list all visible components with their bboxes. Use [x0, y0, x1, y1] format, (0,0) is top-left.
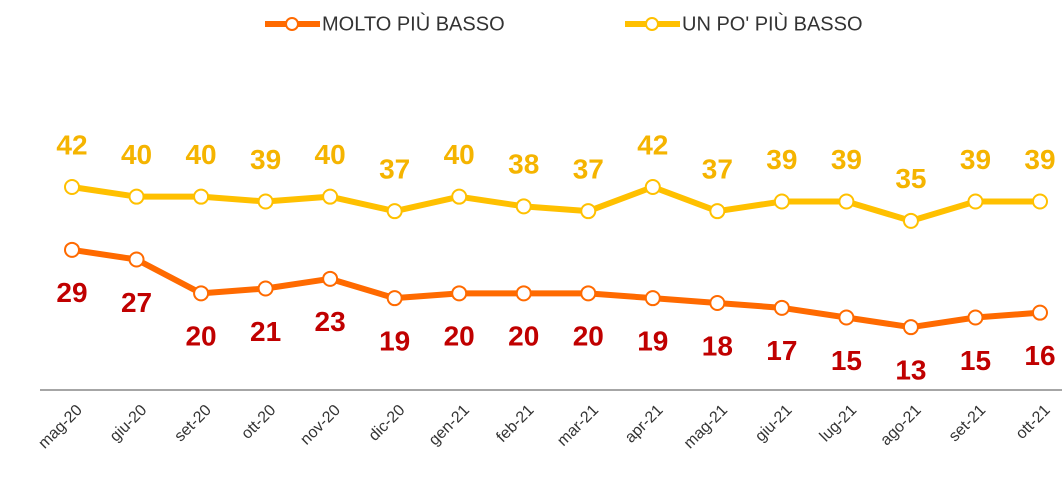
value-label: 42	[56, 129, 87, 160]
x-tick-label: ago-21	[877, 402, 924, 449]
marker	[257, 193, 274, 210]
marker	[1032, 304, 1048, 321]
x-tick-label: mag-20	[35, 402, 85, 452]
legend-marker	[645, 17, 659, 31]
marker	[644, 290, 661, 307]
value-label: 39	[250, 144, 281, 175]
marker	[967, 193, 984, 210]
value-label: 13	[895, 355, 926, 386]
marker	[644, 179, 661, 195]
value-label: 19	[379, 326, 410, 357]
x-tick-label: ott-20	[238, 402, 279, 443]
marker	[193, 188, 210, 205]
x-tick-label: lug-21	[817, 402, 861, 446]
value-label: 37	[702, 154, 733, 185]
value-label: 17	[766, 335, 797, 366]
x-tick-label: mag-21	[681, 402, 731, 452]
value-label: 37	[573, 154, 604, 185]
value-label: 20	[444, 321, 475, 352]
x-tick-label: gen-21	[426, 402, 473, 449]
marker	[967, 309, 984, 326]
marker	[386, 203, 403, 220]
value-label: 18	[702, 330, 733, 361]
marker	[1032, 193, 1048, 210]
value-label: 40	[185, 139, 216, 170]
value-label: 35	[895, 163, 926, 194]
x-tick-label: ott-21	[1013, 402, 1054, 443]
value-label: 19	[637, 326, 668, 357]
value-label: 40	[444, 139, 475, 170]
line	[71, 246, 1041, 331]
value-label: 21	[250, 316, 281, 347]
value-label: 39	[1024, 144, 1055, 175]
marker	[773, 193, 790, 210]
marker	[64, 241, 80, 258]
marker	[64, 179, 80, 195]
value-label: 39	[766, 144, 797, 175]
value-label: 20	[573, 321, 604, 352]
value-label: 20	[508, 321, 539, 352]
marker	[515, 285, 532, 302]
legend-label: UN PO' PIÙ BASSO	[682, 12, 863, 35]
marker	[580, 285, 597, 302]
line	[71, 184, 1040, 224]
x-tick-label: nov-20	[297, 402, 344, 449]
value-label: 37	[379, 154, 410, 185]
marker	[386, 290, 403, 307]
marker	[322, 188, 339, 205]
x-tick-label: giu-21	[752, 402, 796, 446]
value-label: 39	[831, 144, 862, 175]
marker	[902, 212, 919, 229]
marker	[902, 319, 919, 336]
x-tick-label: feb-21	[493, 402, 537, 446]
marker	[451, 188, 468, 205]
marker	[257, 280, 274, 297]
value-label: 16	[1024, 340, 1055, 371]
marker	[128, 251, 145, 268]
x-tick-label: apr-21	[622, 402, 667, 447]
value-label: 15	[960, 345, 991, 376]
marker	[580, 203, 597, 220]
x-tick-label: giu-20	[107, 402, 151, 446]
marker	[322, 270, 339, 287]
marker	[838, 193, 855, 210]
marker	[128, 188, 145, 205]
x-tick-label: set-21	[946, 402, 990, 446]
marker	[515, 198, 532, 215]
legend-marker	[285, 17, 299, 31]
marker	[709, 295, 726, 311]
value-label: 38	[508, 149, 539, 180]
value-label: 40	[121, 139, 152, 170]
marker	[193, 285, 210, 302]
marker	[451, 285, 468, 302]
value-label: 23	[315, 306, 346, 337]
x-tick-label: mar-21	[554, 402, 602, 450]
legend-label: MOLTO PIÙ BASSO	[322, 12, 505, 35]
value-label: 42	[637, 129, 668, 160]
value-label: 20	[185, 321, 216, 352]
value-label: 15	[831, 345, 862, 376]
marker	[773, 299, 790, 316]
marker	[709, 203, 726, 220]
value-label: 40	[315, 139, 346, 170]
marker	[838, 309, 855, 326]
value-label: 39	[960, 144, 991, 175]
value-label: 27	[121, 287, 152, 318]
x-tick-label: set-20	[171, 402, 215, 446]
x-tick-label: dic-20	[366, 402, 409, 445]
value-label: 29	[56, 277, 87, 308]
